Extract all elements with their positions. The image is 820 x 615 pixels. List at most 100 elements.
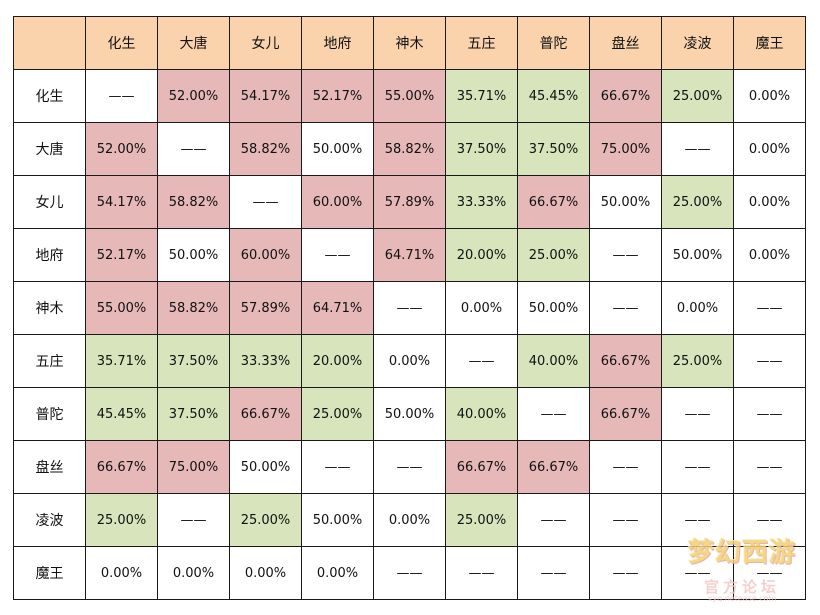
table-cell: 33.33% (229, 334, 302, 388)
table-cell: 45.45% (85, 387, 158, 441)
table-cell: —— (589, 281, 662, 335)
table-cell: —— (373, 546, 446, 600)
row-header: 普陀 (13, 387, 86, 441)
table-cell: 0.00% (373, 334, 446, 388)
row-header: 凌波 (13, 493, 86, 547)
table-cell: 25.00% (517, 228, 590, 282)
table-cell: 52.00% (157, 69, 230, 123)
column-header: 凌波 (661, 16, 734, 70)
table-cell: 0.00% (229, 546, 302, 600)
table-cell: —— (517, 493, 590, 547)
table-cell: 0.00% (733, 69, 806, 123)
table-cell: 50.00% (157, 228, 230, 282)
table-cell: —— (517, 546, 590, 600)
table-cell: 25.00% (85, 493, 158, 547)
table-cell: 40.00% (445, 387, 518, 441)
table-cell: 54.17% (85, 175, 158, 229)
table-cell: —— (157, 493, 230, 547)
table-cell: 75.00% (157, 440, 230, 494)
column-header: 地府 (301, 16, 374, 70)
table-cell: 25.00% (661, 69, 734, 123)
table-cell: 58.82% (157, 281, 230, 335)
column-header: 神木 (373, 16, 446, 70)
table-cell: 57.89% (229, 281, 302, 335)
table-cell: 0.00% (733, 122, 806, 176)
table-cell: 52.17% (301, 69, 374, 123)
table-row: 神木 55.00% 58.82% 57.89% 64.71% —— 0.00% 50.00% —… (13, 281, 806, 335)
table-cell: 66.67% (589, 387, 662, 441)
row-header: 地府 (13, 228, 86, 282)
table-cell: 57.89% (373, 175, 446, 229)
table-cell: —— (589, 228, 662, 282)
table-cell: —— (661, 546, 734, 600)
table-cell: —— (445, 334, 518, 388)
table-cell: 58.82% (157, 175, 230, 229)
row-header: 女儿 (13, 175, 86, 229)
column-header: 五庄 (445, 16, 518, 70)
table-cell: 0.00% (157, 546, 230, 600)
table-row: 五庄 35.71% 37.50% 33.33% 20.00% 0.00% —— 40.00% 6… (13, 334, 806, 388)
row-header: 神木 (13, 281, 86, 335)
table-cell: 54.17% (229, 69, 302, 123)
table-cell: 66.67% (589, 69, 662, 123)
table-cell: 50.00% (301, 493, 374, 547)
column-header: 盘丝 (589, 16, 662, 70)
corner-cell (13, 16, 86, 70)
table-cell: —— (661, 387, 734, 441)
table-cell: 66.67% (229, 387, 302, 441)
table-cell: 64.71% (373, 228, 446, 282)
table-cell: —— (157, 122, 230, 176)
table-cell: 52.00% (85, 122, 158, 176)
table-cell: 20.00% (445, 228, 518, 282)
table-cell: —— (445, 546, 518, 600)
table-cell: —— (589, 493, 662, 547)
table-cell: —— (733, 440, 806, 494)
table-cell: 50.00% (661, 228, 734, 282)
table-cell: 50.00% (301, 122, 374, 176)
table-cell: 64.71% (301, 281, 374, 335)
column-header: 普陀 (517, 16, 590, 70)
table-cell: 25.00% (661, 334, 734, 388)
table-cell: 25.00% (661, 175, 734, 229)
table-cell: 37.50% (157, 334, 230, 388)
table-cell: 25.00% (301, 387, 374, 441)
table-cell: —— (517, 387, 590, 441)
table-cell: —— (733, 493, 806, 547)
table-row: 盘丝 66.67% 75.00% 50.00% —— —— 66.67% 66.67% —— ——… (13, 440, 806, 494)
row-header: 化生 (13, 69, 86, 123)
matchup-table: 化生 大唐 女儿 地府 神木 五庄 普陀 盘丝 凌波 魔王 化生 —— 52.00% 54.17% 52.1… (13, 16, 806, 600)
table-cell: 66.67% (85, 440, 158, 494)
table-cell: 40.00% (517, 334, 590, 388)
table-cell: 66.67% (589, 334, 662, 388)
row-header: 魔王 (13, 546, 86, 600)
table-cell: 25.00% (445, 493, 518, 547)
table-row: 女儿 54.17% 58.82% —— 60.00% 57.89% 33.33% 66.67%… (13, 175, 806, 229)
table-row: 化生 —— 52.00% 54.17% 52.17% 55.00% 35.71% 45.45%… (13, 69, 806, 123)
table-cell: —— (661, 122, 734, 176)
header-row: 化生 大唐 女儿 地府 神木 五庄 普陀 盘丝 凌波 魔王 (13, 16, 806, 70)
table-cell: 20.00% (301, 334, 374, 388)
table-cell: 58.82% (373, 122, 446, 176)
table-cell: 66.67% (517, 175, 590, 229)
table-cell: 50.00% (517, 281, 590, 335)
table-cell: 58.82% (229, 122, 302, 176)
table-cell: 75.00% (589, 122, 662, 176)
table-cell: 0.00% (301, 546, 374, 600)
table-cell: —— (661, 440, 734, 494)
table-row: 地府 52.17% 50.00% 60.00% —— 64.71% 20.00% 25.00%… (13, 228, 806, 282)
table-cell: 35.71% (445, 69, 518, 123)
table-cell: 50.00% (229, 440, 302, 494)
table-cell: 55.00% (373, 69, 446, 123)
table-row: 魔王 0.00% 0.00% 0.00% 0.00% —— —— —— —— —— —— (13, 546, 806, 600)
table-cell: —— (661, 493, 734, 547)
table-cell: 50.00% (373, 387, 446, 441)
table-cell: 35.71% (85, 334, 158, 388)
column-header: 大唐 (157, 16, 230, 70)
table-cell: 60.00% (301, 175, 374, 229)
table-cell: 37.50% (157, 387, 230, 441)
table-cell: —— (589, 440, 662, 494)
table-row: 大唐 52.00% —— 58.82% 50.00% 58.82% 37.50% 37.50%… (13, 122, 806, 176)
table-cell: 50.00% (589, 175, 662, 229)
table-cell: 37.50% (445, 122, 518, 176)
table-row: 凌波 25.00% —— 25.00% 50.00% 0.00% 25.00% —— —— —— —… (13, 493, 806, 547)
